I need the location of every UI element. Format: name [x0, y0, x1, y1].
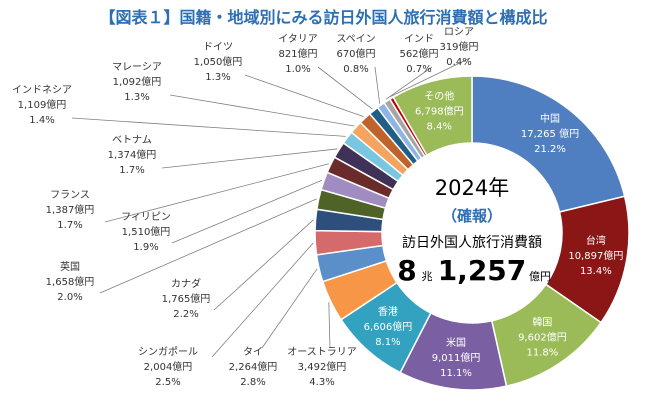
slice-share-1: 13.4%: [580, 266, 612, 277]
slice-share-0: 21.2%: [534, 144, 566, 155]
slice-value-8: 1,765億円: [162, 292, 211, 305]
slice-name-11: フランス: [50, 189, 90, 201]
slice-name-14: マレーシア: [112, 62, 162, 73]
center-cho-unit: 兆: [422, 270, 433, 283]
leader-line-18: [385, 66, 433, 100]
slice-share-13: 1.4%: [29, 115, 54, 126]
slice-value-19: 319億円: [439, 40, 478, 53]
slice-name-18: インド: [404, 34, 434, 45]
leader-line-17: [374, 66, 381, 104]
slice-label-group: 中国 17,265 億円 21.2% 台湾 10,897億円 13.4% 韓国 9,602億円…: [12, 27, 623, 388]
slice-name-3: 米国: [446, 336, 466, 349]
slice-share-12: 1.7%: [119, 165, 144, 176]
slice-share-18: 0.7%: [406, 64, 431, 75]
leader-line-16: [317, 66, 373, 110]
slice-share-2: 11.8%: [526, 348, 558, 359]
slice-name-6: タイ: [243, 346, 263, 358]
leader-line-8: [213, 219, 314, 311]
slice-name-7: シンガポール: [138, 346, 198, 358]
slice-0: [471, 75, 626, 213]
leader-line-15: [244, 74, 364, 118]
slice-value-11: 1,387億円: [46, 203, 95, 216]
slice-name-15: ドイツ: [203, 42, 233, 53]
leader-line-5: [328, 302, 331, 349]
slice-value-9: 1,658億円: [46, 275, 95, 288]
leader-line-11: [104, 163, 329, 223]
slice-20: [392, 75, 473, 157]
slice-name-10: フィリピン: [121, 211, 171, 223]
slice-share-4: 8.1%: [375, 337, 400, 348]
slice-name-13: インドネシア: [12, 84, 72, 96]
slice-share-11: 1.7%: [57, 220, 82, 231]
leader-line-6: [261, 268, 318, 349]
center-status: （確報）: [442, 207, 502, 225]
slice-share-3: 11.1%: [440, 368, 472, 379]
leader-line-group: [71, 57, 471, 358]
center-total-cho: 8: [397, 254, 416, 287]
slice-value-13: 1,109億円: [18, 98, 67, 111]
center-oku-unit: 億円: [529, 270, 551, 283]
slice-share-16: 1.0%: [285, 64, 310, 75]
slice-share-7: 2.5%: [155, 377, 180, 388]
slice-value-4: 6,606億円: [364, 320, 413, 333]
leader-line-7: [211, 242, 314, 358]
slice-name-1: 台湾: [586, 234, 606, 247]
center-total-oku: 1,257: [438, 254, 527, 287]
slice-value-6: 2,264億円: [229, 360, 278, 373]
slice-value-0: 17,265 億円: [521, 127, 579, 140]
slice-share-10: 1.9%: [133, 242, 158, 253]
center-text: 2024年 （確報） 訪日外国人旅行消費額 8 兆 1,257 億円: [397, 176, 551, 287]
slice-value-12: 1,374億円: [108, 148, 157, 161]
slice-share-15: 1.3%: [205, 72, 230, 83]
chart-title: 【図表１】国籍・地域別にみる訪日外国人旅行消費額と構成比: [99, 8, 548, 27]
slice-name-17: スペイン: [336, 34, 375, 45]
center-caption: 訪日外国人旅行消費額: [402, 235, 542, 251]
slice-value-20: 6,798億円: [415, 104, 464, 117]
slice-name-19: ロシア: [444, 27, 474, 38]
leader-line-12: [161, 148, 338, 169]
slice-value-14: 1,092億円: [113, 75, 162, 88]
slice-share-19: 0.4%: [446, 57, 471, 68]
slice-share-17: 0.8%: [343, 64, 368, 75]
slice-value-15: 1,050億円: [194, 55, 243, 68]
slice-name-9: 英国: [60, 260, 80, 273]
slice-value-7: 2,004億円: [144, 360, 193, 373]
slice-name-2: 韓国: [532, 317, 552, 329]
slice-value-18: 562億円: [399, 47, 438, 60]
slice-name-0: 中国: [540, 112, 560, 125]
slice-name-20: その他: [424, 89, 454, 102]
center-year: 2024年: [435, 176, 509, 200]
slice-share-6: 2.8%: [240, 377, 265, 388]
leader-line-9: [99, 198, 317, 294]
slice-value-2: 9,602億円: [518, 331, 567, 344]
slice-value-3: 9,011億円: [432, 351, 481, 364]
slice-name-4: 香港: [378, 306, 398, 318]
leader-line-14: [169, 94, 355, 127]
slice-value-16: 821億円: [278, 47, 317, 60]
slice-share-14: 1.3%: [124, 92, 149, 103]
leader-line-13: [71, 117, 346, 137]
slice-share-20: 8.4%: [427, 121, 452, 132]
slice-value-5: 3,492億円: [298, 360, 347, 373]
slice-share-8: 2.2%: [173, 309, 198, 320]
slice-share-5: 4.3%: [309, 377, 334, 388]
slice-group: [314, 75, 630, 391]
slice-name-5: オーストラリア: [287, 346, 357, 358]
leader-line-10: [171, 179, 323, 244]
slice-share-9: 2.0%: [57, 292, 82, 303]
slice-name-16: イタリア: [278, 33, 318, 45]
slice-value-1: 10,897億円: [568, 249, 623, 262]
slice-value-17: 670億円: [336, 47, 375, 60]
slice-name-8: カナダ: [171, 277, 201, 290]
slice-value-10: 1,510億円: [122, 225, 171, 238]
slice-name-12: ベトナム: [112, 134, 152, 146]
leader-line-19: [390, 57, 471, 97]
